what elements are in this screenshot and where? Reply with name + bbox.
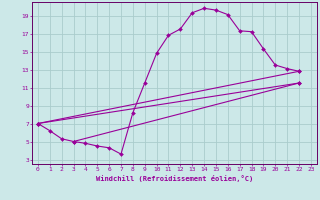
X-axis label: Windchill (Refroidissement éolien,°C): Windchill (Refroidissement éolien,°C) bbox=[96, 175, 253, 182]
